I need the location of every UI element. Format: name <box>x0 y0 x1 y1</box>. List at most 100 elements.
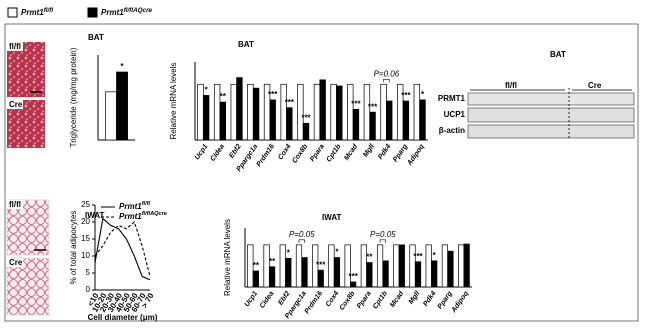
bar <box>330 83 337 141</box>
bar <box>279 244 286 288</box>
legend-sup: fl/flAQcre <box>142 211 167 217</box>
annotation: P=0.05 <box>289 230 315 239</box>
annotation: * <box>421 90 425 99</box>
frame <box>4 23 639 322</box>
annotation: *** <box>348 272 358 281</box>
bar <box>202 95 210 141</box>
annotation: ** <box>269 257 276 266</box>
annotation: *** <box>316 260 326 269</box>
bar <box>333 257 341 288</box>
blot-group: Cre <box>588 81 602 90</box>
x-tick-label: Mgll <box>408 289 422 305</box>
annotation: *** <box>351 99 361 108</box>
legend-sup: fl/flAQcre <box>124 7 153 14</box>
bar <box>252 270 259 288</box>
bar <box>280 83 287 141</box>
x-tick-label: Adipoq <box>450 290 471 315</box>
y-axis-label: Triglyceride (mg/mg protein) <box>69 47 78 147</box>
bar <box>413 83 421 141</box>
line <box>94 217 151 281</box>
bar <box>268 266 276 288</box>
x-tick-label: Ppara <box>356 290 373 310</box>
bar <box>319 79 326 141</box>
bar <box>247 83 254 141</box>
blot-group: fl/fl <box>505 81 517 90</box>
y-tick-label: 10 <box>81 251 90 260</box>
x-tick-label: Mgll <box>362 142 376 158</box>
x-tick-label: Cidea <box>209 143 226 163</box>
bar <box>463 243 470 288</box>
annotation: P=0.05 <box>370 230 396 239</box>
y-axis-label: % of total adipocytes <box>69 211 78 285</box>
bar <box>386 100 393 141</box>
bar <box>313 83 321 141</box>
micrograph-label: fl/fl <box>9 200 21 209</box>
x-tick-label: Adipoq <box>406 143 427 168</box>
annotation: *** <box>285 98 295 107</box>
annotation: * <box>205 86 209 95</box>
legend-name: Prmt1 <box>119 212 142 221</box>
x-tick-label: Cidea <box>259 290 276 310</box>
bar <box>285 257 292 288</box>
x-tick-label: Cpt1b <box>372 290 390 311</box>
legend-swatch <box>87 7 98 18</box>
legend-sup: fl/fl <box>142 201 151 207</box>
bar <box>236 77 243 141</box>
bar <box>393 244 400 288</box>
bar <box>116 71 128 141</box>
x-tick-label: Ucp1 <box>194 143 210 161</box>
bar <box>286 107 293 141</box>
label-box <box>7 100 23 109</box>
blot-row: PRMT1 <box>438 94 466 103</box>
label-box <box>7 200 23 209</box>
bar <box>347 83 354 141</box>
bar <box>295 244 303 288</box>
y-tick-label: 5 <box>86 268 91 277</box>
micrograph-label: fl/fl <box>9 42 21 51</box>
x-tick-label: Cox8b <box>291 143 309 165</box>
x-tick-label: Ppara <box>309 143 326 163</box>
bar <box>382 260 389 288</box>
bar <box>269 99 276 141</box>
x-tick-label: Ucp1 <box>244 290 260 308</box>
x-tick-label: Cox4 <box>325 290 341 308</box>
bar <box>252 87 260 141</box>
panel-label: BAT <box>88 33 104 42</box>
bar <box>402 100 410 141</box>
x-tick-label: Mcad <box>343 143 359 162</box>
annotation: * <box>433 251 437 260</box>
x-tick-label: Pdk4 <box>377 143 392 161</box>
bar <box>263 244 270 288</box>
bar <box>230 83 237 141</box>
annotation: *** <box>301 113 311 122</box>
y-axis-label: Relative mRNA levels <box>223 219 232 296</box>
annotation: * <box>120 62 124 71</box>
x-tick-label: Ebf2 <box>277 290 291 307</box>
line <box>94 221 151 277</box>
bar <box>297 83 304 141</box>
legend-label: Prmt1fl/flAQcre <box>101 7 153 17</box>
bar <box>247 244 254 288</box>
x-tick-label: Mcad <box>389 290 405 309</box>
label-box <box>7 258 23 267</box>
bar <box>302 122 310 141</box>
bar <box>328 244 335 288</box>
blot-row: UCP1 <box>444 110 466 119</box>
bar <box>350 281 357 288</box>
y-tick-label: 25 <box>81 200 90 209</box>
bar <box>344 244 351 288</box>
bracket <box>379 239 386 243</box>
y-tick-label: 20 <box>81 217 90 226</box>
annotation: * <box>335 248 339 257</box>
blot-row: β-actin <box>439 126 465 135</box>
y-tick-label: 0 <box>86 285 91 294</box>
bar <box>414 261 422 288</box>
y-tick-label: 15 <box>81 234 90 243</box>
bar <box>317 269 324 288</box>
legend <box>7 7 98 18</box>
bar <box>219 101 226 141</box>
label-box <box>7 42 23 51</box>
legend-label: Prmt1fl/fl <box>119 201 151 211</box>
micrograph <box>7 42 45 97</box>
bar <box>380 83 387 141</box>
